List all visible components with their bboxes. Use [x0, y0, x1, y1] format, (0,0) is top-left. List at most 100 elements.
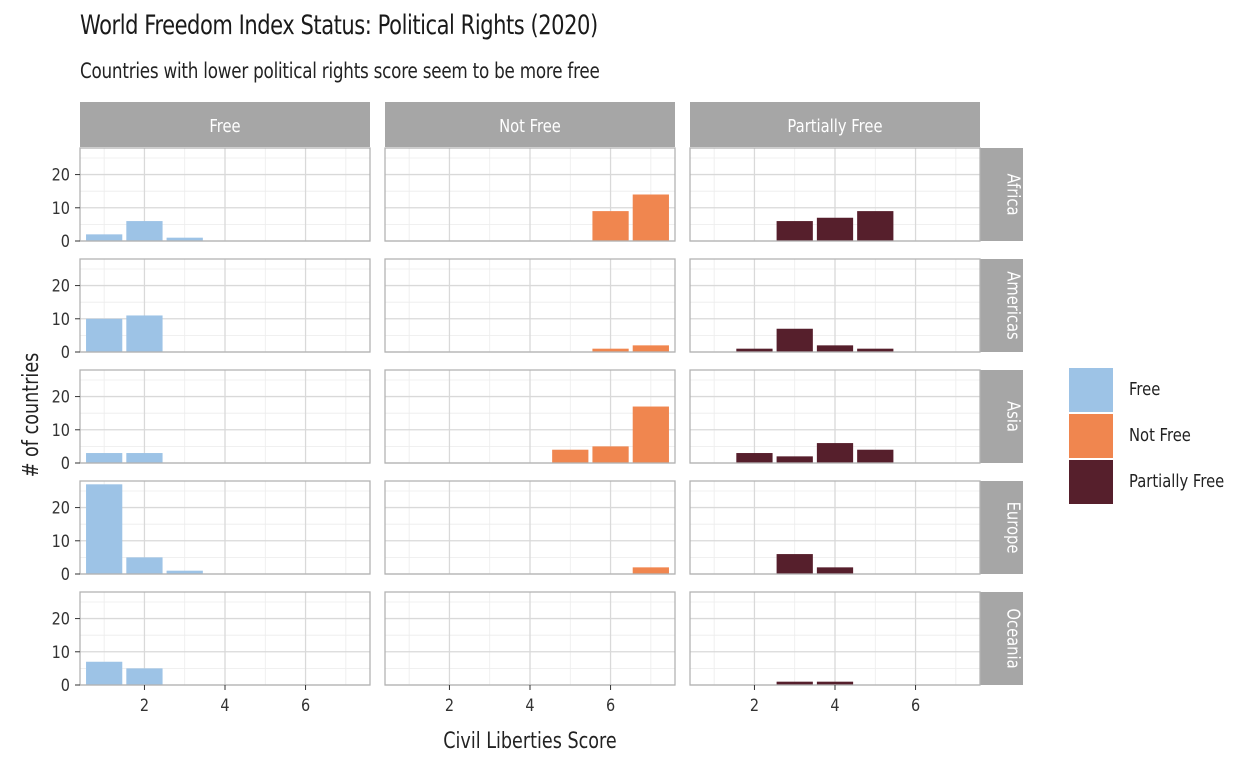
- panel-americas-not-free: [384, 258, 676, 353]
- bar-africa-free-1: [86, 234, 123, 241]
- legend-key-free: [1069, 368, 1113, 412]
- bar-africa-partially-free-3: [776, 221, 813, 241]
- y-tick-label: 0: [61, 342, 70, 362]
- y-tick-label: 10: [52, 531, 70, 551]
- y-tick-label: 20: [52, 275, 70, 295]
- y-tick-label: 20: [52, 497, 70, 517]
- strip-free: [80, 102, 370, 147]
- y-tick-label: 10: [52, 642, 70, 662]
- bar-oceania-free-1: [86, 661, 123, 685]
- strip-partially-free: [690, 102, 980, 147]
- bar-americas-not-free-7: [632, 345, 669, 352]
- bar-americas-partially-free-4: [816, 345, 854, 352]
- panel-americas-free: [79, 258, 371, 353]
- bar-europe-free-3: [166, 570, 203, 574]
- strip-label-asia: Asia: [1003, 401, 1024, 432]
- legend-item-free: Free: [1069, 368, 1248, 412]
- y-tick-label: 20: [52, 164, 70, 184]
- bar-americas-free-1: [86, 318, 123, 352]
- panel-asia-not-free: [384, 369, 676, 464]
- strip-label-oceania: Oceania: [1003, 608, 1024, 668]
- chart-subtitle: Countries with lower political rights sc…: [80, 59, 600, 83]
- legend-label-partially-free: Partially Free: [1129, 471, 1225, 492]
- strip-oceania: [980, 592, 1023, 685]
- bar-europe-free-1: [86, 484, 123, 574]
- legend-label-not-free: Not Free: [1129, 425, 1191, 446]
- bar-asia-not-free-7: [632, 406, 669, 463]
- x-tick-label: 2: [445, 695, 454, 715]
- chart-title: World Freedom Index Status: Political Ri…: [80, 10, 598, 41]
- x-axis-title: Civil Liberties Score: [443, 728, 616, 753]
- strip-label-not-free: Not Free: [499, 116, 561, 137]
- strip-label-americas: Americas: [1003, 271, 1024, 339]
- bar-africa-free-3: [166, 237, 203, 241]
- strip-label-africa: Africa: [1003, 173, 1024, 215]
- y-tick-label: 0: [61, 675, 70, 695]
- panel-africa-not-free: [384, 147, 676, 242]
- panel-europe-free: [79, 480, 371, 575]
- y-tick-label: 0: [61, 231, 70, 251]
- bar-asia-partially-free-3: [776, 456, 813, 463]
- bar-asia-not-free-5: [552, 449, 589, 463]
- bar-americas-partially-free-2: [736, 348, 773, 352]
- panel-americas-partially-free: [689, 258, 981, 353]
- bar-africa-partially-free-4: [816, 217, 854, 241]
- strip-americas: [980, 259, 1023, 352]
- bar-asia-free-1: [86, 453, 123, 463]
- legend-item-not-free: Not Free: [1069, 414, 1248, 458]
- strip-asia: [980, 370, 1023, 463]
- strip-africa: [980, 148, 1023, 241]
- y-tick-label: 10: [52, 309, 70, 329]
- bar-oceania-partially-free-3: [776, 681, 813, 685]
- x-tick-label: 6: [301, 695, 310, 715]
- x-tick-label: 6: [911, 695, 920, 715]
- strip-label-europe: Europe: [1003, 502, 1024, 554]
- bar-americas-partially-free-3: [776, 328, 813, 352]
- y-tick-label: 0: [61, 564, 70, 584]
- x-tick-label: 4: [830, 695, 839, 715]
- strip-not-free: [385, 102, 675, 147]
- x-tick-label: 4: [525, 695, 534, 715]
- panel-europe-not-free: [384, 480, 676, 575]
- strip-europe: [980, 481, 1023, 574]
- strip-label-partially-free: Partially Free: [787, 116, 882, 137]
- bar-oceania-free-2: [126, 668, 163, 685]
- y-axis-title: # of countries: [18, 353, 43, 478]
- bar-europe-partially-free-4: [816, 567, 854, 574]
- strip-label-free: Free: [209, 116, 240, 137]
- bar-asia-partially-free-2: [736, 453, 773, 463]
- bar-europe-not-free-7: [632, 567, 669, 574]
- bar-asia-partially-free-5: [857, 449, 894, 463]
- legend-label-free: Free: [1129, 379, 1161, 400]
- panel-asia-partially-free: [689, 369, 981, 464]
- bar-asia-free-2: [126, 453, 163, 463]
- bar-americas-not-free-6: [592, 348, 629, 352]
- panel-europe-partially-free: [689, 480, 981, 575]
- bar-africa-free-2: [126, 221, 163, 241]
- x-tick-label: 2: [140, 695, 149, 715]
- legend-key-partially-free: [1069, 460, 1113, 504]
- x-tick-label: 2: [750, 695, 759, 715]
- x-tick-label: 6: [606, 695, 615, 715]
- bar-africa-not-free-7: [632, 194, 669, 241]
- y-tick-label: 0: [61, 453, 70, 473]
- panel-asia-free: [79, 369, 371, 464]
- bar-americas-free-2: [126, 315, 163, 352]
- y-tick-label: 10: [52, 198, 70, 218]
- bar-europe-partially-free-3: [776, 554, 813, 574]
- bar-asia-partially-free-4: [816, 443, 854, 463]
- y-tick-label: 20: [52, 386, 70, 406]
- bar-americas-partially-free-5: [857, 348, 894, 352]
- x-tick-label: 4: [220, 695, 229, 715]
- legend-item-partially-free: Partially Free: [1069, 460, 1248, 504]
- legend-key-not-free: [1069, 414, 1113, 458]
- y-tick-label: 10: [52, 420, 70, 440]
- panel-africa-free: [79, 147, 371, 242]
- y-tick-label: 20: [52, 608, 70, 628]
- bar-europe-free-2: [126, 557, 163, 574]
- bar-oceania-partially-free-4: [816, 681, 854, 685]
- bar-asia-not-free-6: [592, 446, 629, 463]
- panel-africa-partially-free: [689, 147, 981, 242]
- bar-africa-not-free-6: [592, 211, 629, 241]
